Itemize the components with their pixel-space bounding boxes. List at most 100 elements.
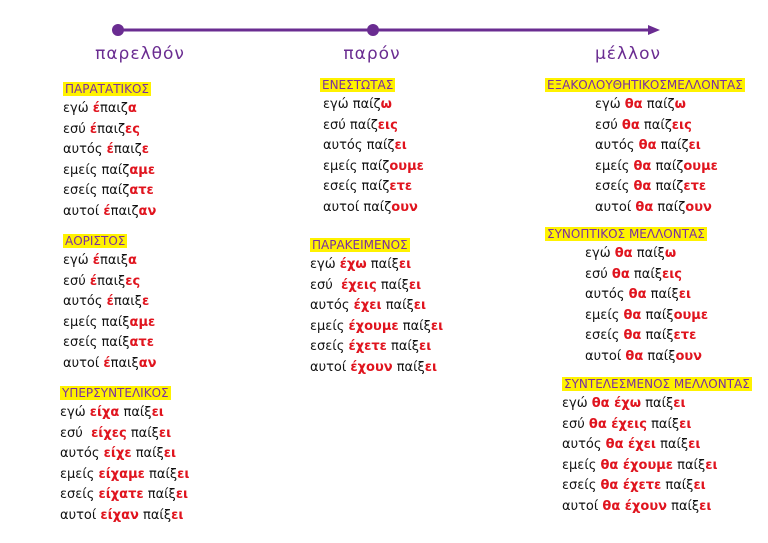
- conjugation-row: εσύ έπαιζες: [63, 120, 156, 141]
- stem: παιζ: [100, 101, 128, 116]
- conjugation-row: αυτός έπαιζε: [63, 140, 156, 161]
- ending: έχουμε: [348, 318, 399, 334]
- stem: εγώ: [63, 101, 93, 116]
- stem: αυτός: [595, 138, 639, 153]
- conjugation-row: εμείς θα παίξουμε: [585, 306, 708, 327]
- stem: παίζ: [653, 199, 686, 215]
- tense-title: ΣΥΝΟΠΤΙΚΟΣ ΜΕΛΛΟΝΤΑΣ: [545, 227, 707, 241]
- conjugation-row: εγώ θα παίζω: [595, 95, 745, 116]
- tense-title: ΠΑΡΑΚΕΙΜΕΝΟΣ: [310, 238, 410, 252]
- timeline-dot: [367, 24, 379, 36]
- ending: είχες: [91, 425, 127, 441]
- ending: ετε: [683, 179, 707, 194]
- ending: ει: [678, 287, 692, 302]
- ending: είχαν: [100, 507, 139, 523]
- conjugation-row: εσείς είχατε παίξει: [60, 485, 189, 506]
- ending: ε: [141, 142, 150, 157]
- stem: παίζ: [639, 117, 672, 133]
- conjugation-row: εμείς θα έχουμε παίξει: [562, 456, 752, 477]
- ending: εις: [377, 117, 398, 133]
- conjugation-row: εσείς θα παίξετε: [585, 326, 708, 347]
- conjugation-row: εσύ έπαιξες: [63, 272, 157, 293]
- ending: θα: [635, 199, 654, 215]
- conjugation-row: αυτοί έχουν παίξει: [310, 358, 443, 379]
- stem: αυτός: [562, 437, 606, 452]
- stem: εμείς: [585, 307, 624, 323]
- stem: παίξ: [629, 266, 662, 282]
- stem: παιζ: [113, 142, 142, 157]
- time-heading: μέλλον: [594, 44, 662, 64]
- conjugation-row: εγώ θα έχω παίξει: [562, 394, 752, 415]
- stem: εσύ: [310, 277, 342, 293]
- conjugation-row: εγώ έπαιζα: [63, 99, 156, 120]
- conjugation: εγώ έχω παίξει εσύ έχεις παίξει αυτός έχει…: [310, 255, 443, 378]
- stem: αυτοί: [63, 203, 104, 219]
- stem: εγώ: [60, 405, 90, 420]
- stem: παίξ: [641, 307, 674, 323]
- conjugation-row: εσύ θα παίξεις: [585, 265, 708, 286]
- ending: ει: [688, 437, 701, 452]
- stem: παίξ: [641, 396, 674, 411]
- stem: αυτός: [63, 294, 107, 309]
- ending: έ: [89, 121, 98, 137]
- stem: εσείς: [585, 328, 624, 343]
- stem: αυτός παίζ: [323, 138, 395, 153]
- ending: ες: [125, 121, 140, 137]
- ending: είχα: [89, 405, 120, 420]
- stem: παίξ: [398, 318, 431, 334]
- stem: αυτός: [585, 287, 629, 302]
- stem: αυτός: [63, 142, 107, 157]
- ending: ε: [141, 294, 150, 309]
- tense-section: ΑΟΡΙΣΤΟΣ εγώ έπαιξα εσύ έπαιξες αυτός έπαιξ…: [63, 234, 157, 374]
- ending: έχεις: [341, 277, 377, 293]
- stem: παίξ: [144, 466, 178, 482]
- conjugation: εγώ είχα παίξει εσύ είχες παίξει αυτός είχ…: [60, 403, 189, 526]
- tense-section: ΠΑΡΑΚΕΙΜΕΝΟΣ εγώ έχω παίξει εσύ έχεις παίξ…: [310, 238, 443, 378]
- conjugation-row: αυτοί έπαιξαν: [63, 354, 157, 375]
- ending: θα: [611, 266, 630, 282]
- stem: παιζ: [110, 203, 139, 219]
- stem: εγώ: [595, 97, 625, 112]
- ending: εις: [661, 266, 682, 282]
- stem: παιξ: [113, 294, 142, 309]
- ending: ει: [693, 478, 706, 493]
- stem: εσύ: [562, 416, 589, 432]
- ending: θα έχεις: [588, 416, 647, 432]
- ending: ω: [674, 97, 686, 112]
- stem: εσύ: [60, 425, 92, 441]
- stem: παίξ: [381, 298, 414, 313]
- stem: παίζ: [651, 179, 684, 194]
- ending: ει: [177, 466, 190, 482]
- timeline-arrow: [648, 25, 660, 35]
- ending: θα: [638, 138, 657, 153]
- ending: θα έχουν: [602, 498, 667, 514]
- stem: εσείς: [310, 339, 349, 354]
- stem: εσείς: [60, 487, 99, 502]
- ending: ει: [175, 487, 189, 502]
- ending: αμε: [129, 162, 156, 178]
- stem: εγώ: [562, 396, 592, 411]
- ending: ουμε: [683, 158, 718, 174]
- stem: παίξ: [646, 287, 679, 302]
- ending: ει: [673, 396, 686, 411]
- conjugation-row: εσείς έχετε παίξει: [310, 337, 443, 358]
- stem: εμείς: [562, 457, 601, 473]
- conjugation-row: εγώ έπαιξα: [63, 251, 157, 272]
- ending: θα: [628, 287, 647, 302]
- conjugation-row: εσύ έχεις παίξει: [310, 276, 443, 297]
- stem: εσείς παίξ: [63, 335, 130, 350]
- ending: ει: [394, 138, 407, 153]
- stem: εσείς: [595, 179, 634, 194]
- conjugation-row: αυτοί θα έχουν παίξει: [562, 497, 752, 518]
- stem: αυτοί: [310, 359, 351, 375]
- conjugation-row: αυτοί είχαν παίξει: [60, 506, 189, 527]
- ending: α: [128, 253, 137, 268]
- ending: θα: [621, 117, 640, 133]
- ending: είχατε: [98, 487, 144, 502]
- conjugation-row: αυτός έπαιξε: [63, 292, 157, 313]
- stem: παίξ: [666, 498, 700, 514]
- tense-title: ΕΞΑΚΟΛΟΥΘΗΤΙΚΟΣΜΕΛΛΟΝΤΑΣ: [545, 78, 745, 92]
- stem: αυτοί: [60, 507, 101, 523]
- tense-section: ΣΥΝΤΕΛΕΣΜΕΝΟΣ ΜΕΛΛΟΝΤΑΣ εγώ θα έχω παίξει…: [562, 377, 752, 517]
